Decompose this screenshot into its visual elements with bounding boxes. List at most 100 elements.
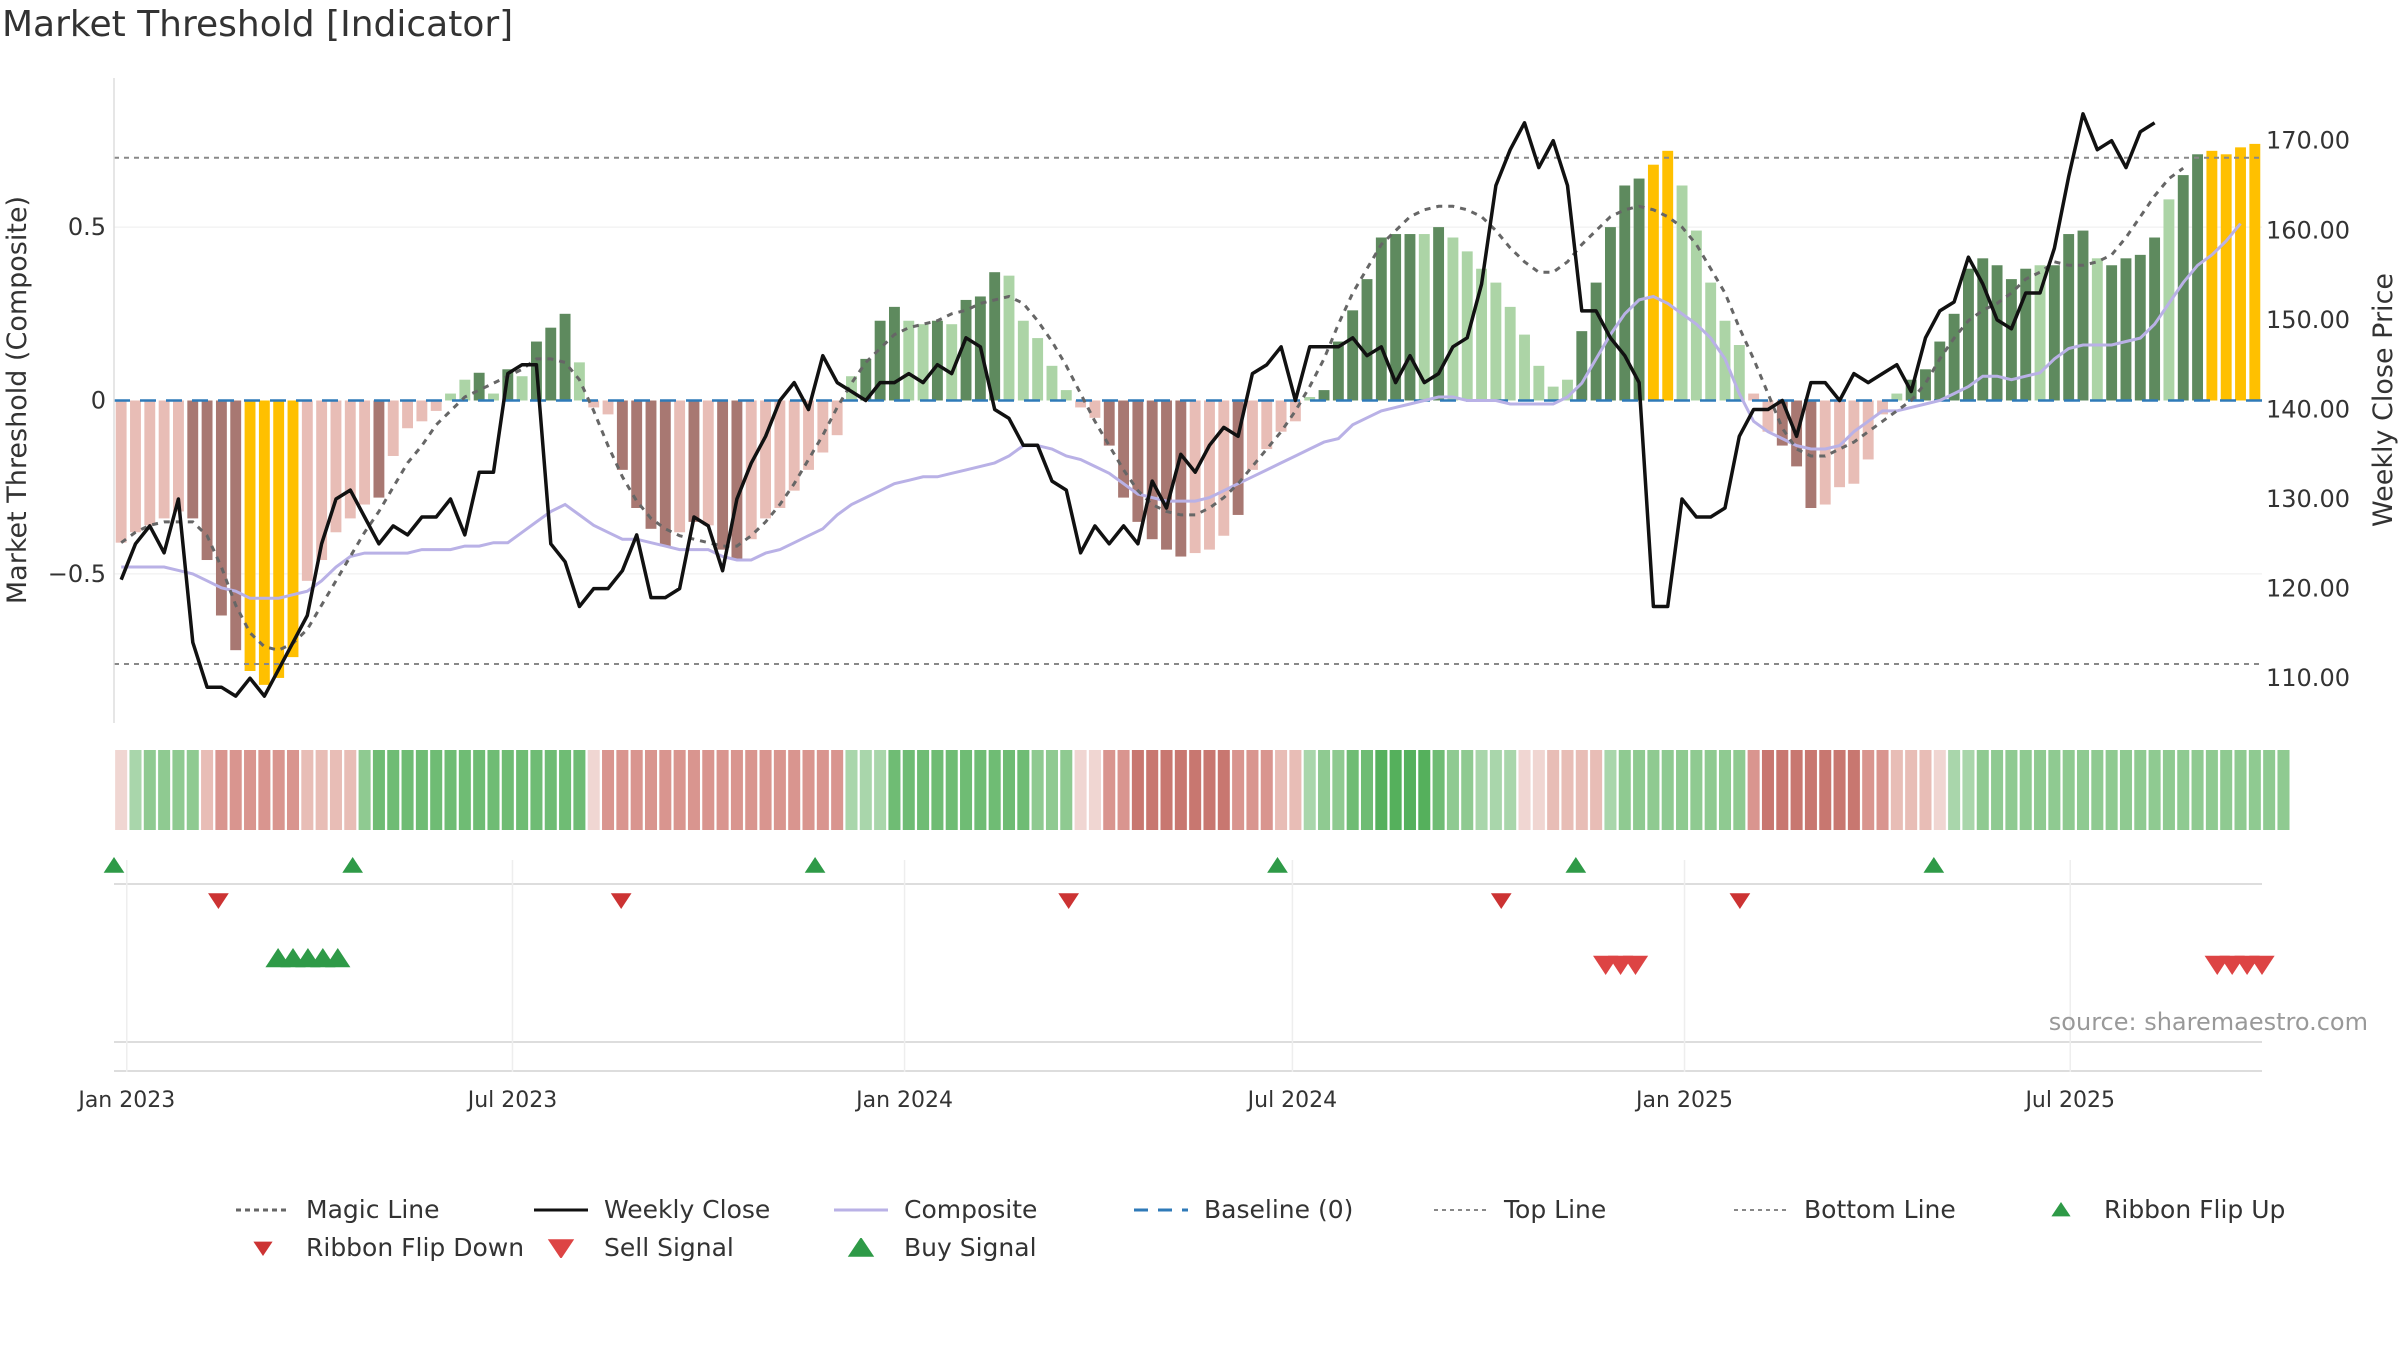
ribbon-cell [516,750,529,830]
composite-bar [931,320,943,401]
composite-bar [402,400,414,429]
composite-bar [1332,341,1344,401]
ribbon-cell [1117,750,1130,830]
ribbon-cell [172,750,185,830]
y-right-tick-label: 150.00 [2266,306,2350,334]
ribbon-cell [129,750,142,830]
composite-bar [559,313,571,401]
ribbon-cell [2263,750,2276,830]
legend-swatch [1734,1208,1788,1211]
ribbon-cell [745,750,758,830]
ribbon-cell [1074,750,1087,830]
composite-bar [1304,397,1316,401]
composite-bar [1619,185,1631,401]
ribbon-cell [1819,750,1832,830]
ribbon-cell [2148,750,2161,830]
ribbon-cell [2019,750,2032,830]
composite-bar [1776,400,1788,446]
ribbon-cell [186,750,199,830]
composite-bar [1748,393,1760,401]
magic-line [120,166,2185,652]
composite-bar [573,362,585,401]
legend-swatch [534,1208,588,1211]
composite-bar [1204,400,1215,550]
composite-bar [1161,400,1172,550]
composite-bar [1476,268,1488,401]
composite-bar [488,393,499,401]
composite-bar [215,400,227,616]
ribbon-cell [458,750,471,830]
composite-bar [473,372,485,401]
ribbon-flip-up-marker [1565,857,1587,873]
ribbon-cell [673,750,686,830]
ribbon-cell [387,750,400,830]
composite-bar [1948,313,1960,401]
composite-bar [745,400,757,540]
x-tick-label: Jan 2024 [854,1088,953,1113]
ribbon-cell [1590,750,1603,830]
composite-bar [2192,154,2204,401]
composite-bar [130,400,141,533]
composite-bar [316,400,328,561]
composite-bar [1705,282,1717,401]
composite-bar [1590,282,1602,401]
ribbon-cell [687,750,700,830]
legend-item: Sell Signal [530,1233,734,1262]
composite-bar [2077,230,2089,401]
x-tick-label: Jul 2023 [466,1088,558,1113]
ribbon-cell [444,750,457,830]
composite-bar [1361,279,1373,401]
ribbon-cell [372,750,385,830]
ribbon-cell [1289,750,1302,830]
ribbon-cell [329,750,342,830]
ribbon-cell [1160,750,1173,830]
ribbon-cell [115,750,128,830]
composite-bar [545,327,557,401]
composite-bar [774,400,786,508]
legend-item: Baseline (0) [1130,1195,1353,1224]
composite-bar [1046,365,1058,401]
ribbon-cell [1504,750,1517,830]
ribbon-cell [1618,750,1631,830]
ribbon-cell [1131,750,1144,830]
ribbon-cell [1246,750,1259,830]
ribbon-cell [1862,750,1875,830]
composite-bar [1733,345,1745,401]
ribbon-cell [988,750,1001,830]
legend-label: Magic Line [306,1195,440,1224]
ribbon-cell [1933,750,1946,830]
ribbon-cell [945,750,958,830]
ribbon-cell [1804,750,1817,830]
composite-bar [1991,265,2003,401]
composite-bar [831,400,843,436]
legend-swatch [1434,1208,1488,1211]
ribbon-cell [1017,750,1030,830]
composite-bar [2048,265,2060,401]
composite-bar [631,400,643,508]
composite-bar [1461,251,1473,401]
ribbon-cell [2234,750,2247,830]
y-right-tick-label: 130.00 [2266,485,2350,513]
composite-bar [301,400,313,581]
composite-bar [273,400,285,678]
composite-bar [1089,400,1101,418]
ribbon-cell [2162,750,2175,830]
ribbon-flip-down-marker [1058,893,1080,909]
composite-bar [2005,279,2017,401]
ribbon-cell [630,750,643,830]
ribbon-cell [272,750,285,830]
ribbon-cell [1060,750,1073,830]
legend-swatch [834,1208,888,1211]
composite-bar [2106,265,2118,401]
composite-bar [1547,386,1559,401]
composite-bar [230,400,242,651]
ribbon-cell [415,750,428,830]
ribbon-cell [286,750,300,830]
composite-bar [430,400,442,411]
composite-bar [1261,400,1273,450]
ribbon-cell [960,750,973,830]
composite-bar [1118,400,1130,498]
legend-label: Ribbon Flip Up [2104,1195,2286,1224]
x-tick-label: Jan 2025 [1634,1088,1733,1113]
